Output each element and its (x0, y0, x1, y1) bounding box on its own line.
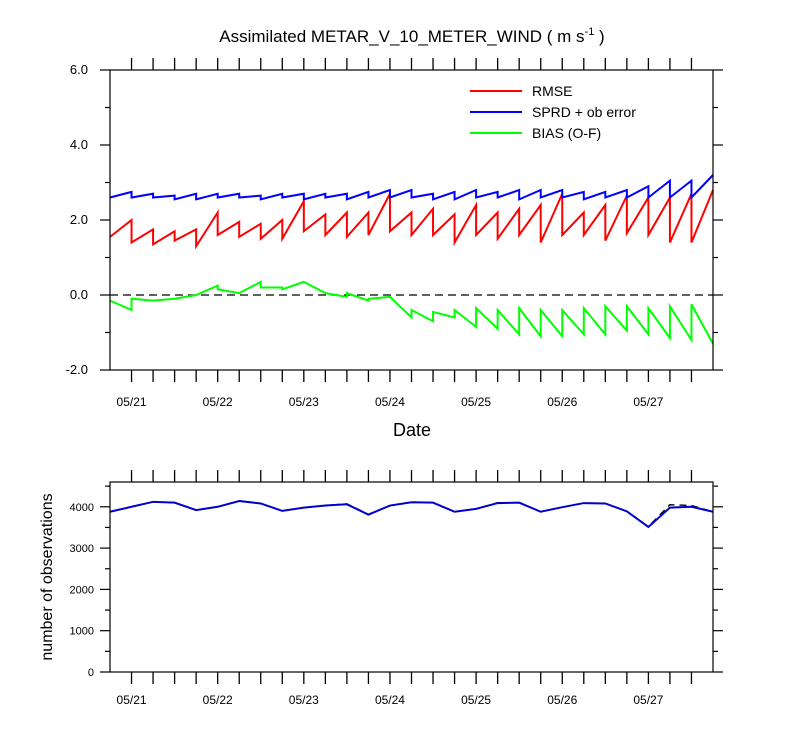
top-chart: 05/21 05/22 05/23 05/24 05/25 05/26 05/27 -2.0 0… (66, 58, 723, 409)
x-tick-label: 05/23 (289, 693, 319, 707)
x-tick-label: 05/25 (461, 693, 491, 707)
x-tick-label: 05/24 (375, 395, 405, 409)
series-line-series-1 (109, 499, 714, 529)
x-tick-label: 05/24 (375, 693, 405, 707)
series-line-series-0 (109, 500, 714, 528)
x-tick-label: 05/25 (461, 395, 491, 409)
top-chart-title: Assimilated METAR_V_10_METER_WIND ( m s-… (219, 26, 604, 46)
y-tick-label: 3000 (70, 543, 94, 555)
x-tick-label: 05/26 (547, 395, 577, 409)
y-tick-label: 0.0 (70, 287, 88, 302)
legend-label: SPRD + ob error (532, 104, 636, 120)
x-tick-label: 05/21 (117, 395, 147, 409)
x-tick-label: 05/22 (203, 395, 233, 409)
series-line-rmse (109, 189, 714, 250)
x-tick-label: 05/27 (633, 395, 663, 409)
top-x-axis-label: Date (393, 420, 431, 440)
y-tick-label: 4000 (70, 502, 94, 514)
y-tick-label: 2.0 (70, 212, 88, 227)
title-end: ) (594, 27, 604, 46)
x-tick-label: 05/26 (547, 693, 577, 707)
bottom-chart: 05/21 05/22 05/23 05/24 05/25 05/26 05/27 0 1000… (70, 470, 723, 707)
x-tick-label: 05/21 (117, 693, 147, 707)
series-line-sprd-ob-error (109, 174, 714, 201)
series-line-bias-o-f (109, 280, 714, 345)
title-superscript: -1 (585, 26, 595, 38)
bottom-y-axis-label: number of observations (39, 493, 56, 660)
y-tick-label: 1000 (70, 626, 94, 638)
y-tick-label: 6.0 (70, 62, 88, 77)
y-tick-label: 4.0 (70, 137, 88, 152)
legend-label: RMSE (532, 83, 572, 99)
x-tick-label: 05/27 (633, 693, 663, 707)
y-tick-label: 0 (88, 667, 94, 679)
x-tick-label: 05/23 (289, 395, 319, 409)
y-tick-label: 2000 (70, 584, 94, 596)
x-tick-label: 05/22 (203, 693, 233, 707)
title-main: Assimilated METAR_V_10_METER_WIND ( m s (219, 27, 584, 46)
legend: RMSE SPRD + ob error BIAS (O-F) (470, 83, 636, 141)
legend-label: BIAS (O-F) (532, 125, 601, 141)
y-tick-label: -2.0 (66, 362, 88, 377)
